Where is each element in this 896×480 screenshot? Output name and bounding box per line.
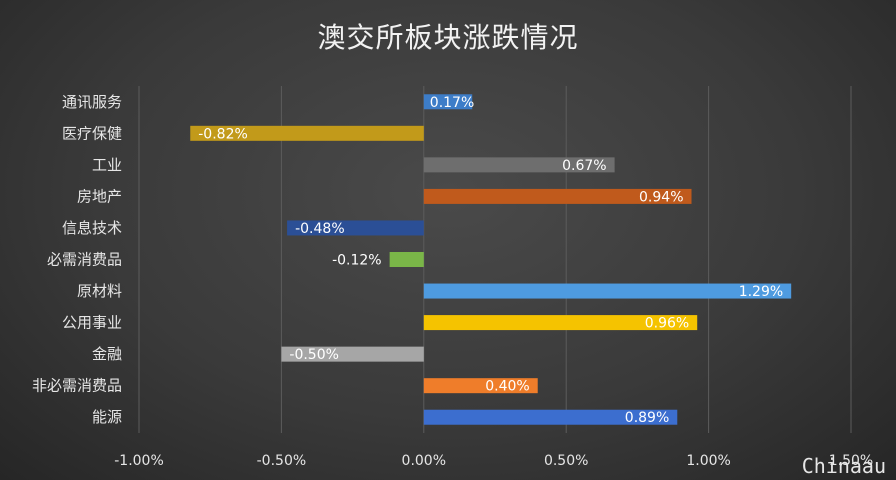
chart-title: 澳交所板块涨跌情况	[317, 21, 579, 54]
watermark-logo: Chinaau	[801, 454, 886, 478]
category-label: 房地产	[77, 187, 122, 205]
bar	[423, 283, 792, 299]
bar	[423, 188, 692, 204]
data-label: 0.40%	[485, 379, 529, 395]
bar	[423, 409, 678, 425]
x-tick-label: 1.00%	[686, 453, 730, 469]
category-label: 通讯服务	[62, 93, 122, 111]
data-label: 1.29%	[739, 284, 783, 300]
data-label: -0.82%	[198, 126, 248, 142]
data-label: 0.17%	[430, 95, 474, 111]
bar	[423, 157, 615, 173]
data-label: -0.12%	[332, 253, 382, 269]
data-label: -0.50%	[289, 347, 339, 363]
category-label: 非必需消费品	[32, 377, 122, 395]
x-tick-label: 0.50%	[544, 453, 588, 469]
bar	[389, 252, 424, 267]
category-label: 原材料	[77, 282, 122, 300]
data-label: 0.96%	[645, 316, 689, 332]
category-label: 信息技术	[62, 219, 122, 237]
category-label: 工业	[92, 156, 122, 174]
category-label: 金融	[92, 345, 122, 363]
x-tick-label: -0.50%	[257, 453, 307, 469]
data-label: 0.89%	[625, 410, 669, 426]
bar	[287, 220, 424, 236]
x-tick-label: -1.00%	[114, 453, 164, 469]
bar	[423, 315, 698, 331]
x-tick-label: 0.00%	[402, 453, 446, 469]
bar	[423, 378, 538, 394]
bar	[423, 94, 473, 110]
data-label: -0.48%	[295, 221, 345, 237]
category-label: 能源	[92, 408, 122, 426]
bar	[281, 346, 424, 362]
data-label: 0.94%	[639, 189, 683, 205]
category-label: 公用事业	[62, 314, 122, 332]
bar	[190, 125, 424, 141]
data-label: 0.67%	[562, 158, 606, 174]
category-label: 必需消费品	[47, 251, 122, 269]
x-tick-label: 1.50%	[829, 453, 873, 469]
category-label: 医疗保健	[62, 124, 122, 142]
